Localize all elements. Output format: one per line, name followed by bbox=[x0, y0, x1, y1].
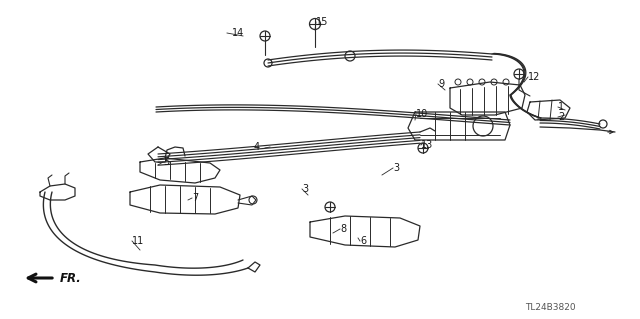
Text: TL24B3820: TL24B3820 bbox=[525, 302, 575, 311]
Text: 11: 11 bbox=[132, 236, 144, 246]
Text: 6: 6 bbox=[360, 236, 366, 246]
Text: 15: 15 bbox=[316, 17, 328, 27]
Text: 14: 14 bbox=[232, 28, 244, 38]
Text: 9: 9 bbox=[438, 79, 444, 89]
Text: 2: 2 bbox=[558, 112, 564, 122]
Text: 10: 10 bbox=[416, 109, 428, 119]
Text: 3: 3 bbox=[302, 184, 308, 194]
Text: 5: 5 bbox=[163, 157, 169, 167]
Text: 4: 4 bbox=[254, 142, 260, 152]
Text: 3: 3 bbox=[393, 163, 399, 173]
Text: 12: 12 bbox=[528, 72, 540, 82]
Text: 7: 7 bbox=[192, 193, 198, 203]
Text: FR.: FR. bbox=[60, 271, 82, 285]
Text: 1: 1 bbox=[558, 102, 564, 112]
Text: 8: 8 bbox=[340, 224, 346, 234]
Text: 13: 13 bbox=[421, 140, 433, 150]
